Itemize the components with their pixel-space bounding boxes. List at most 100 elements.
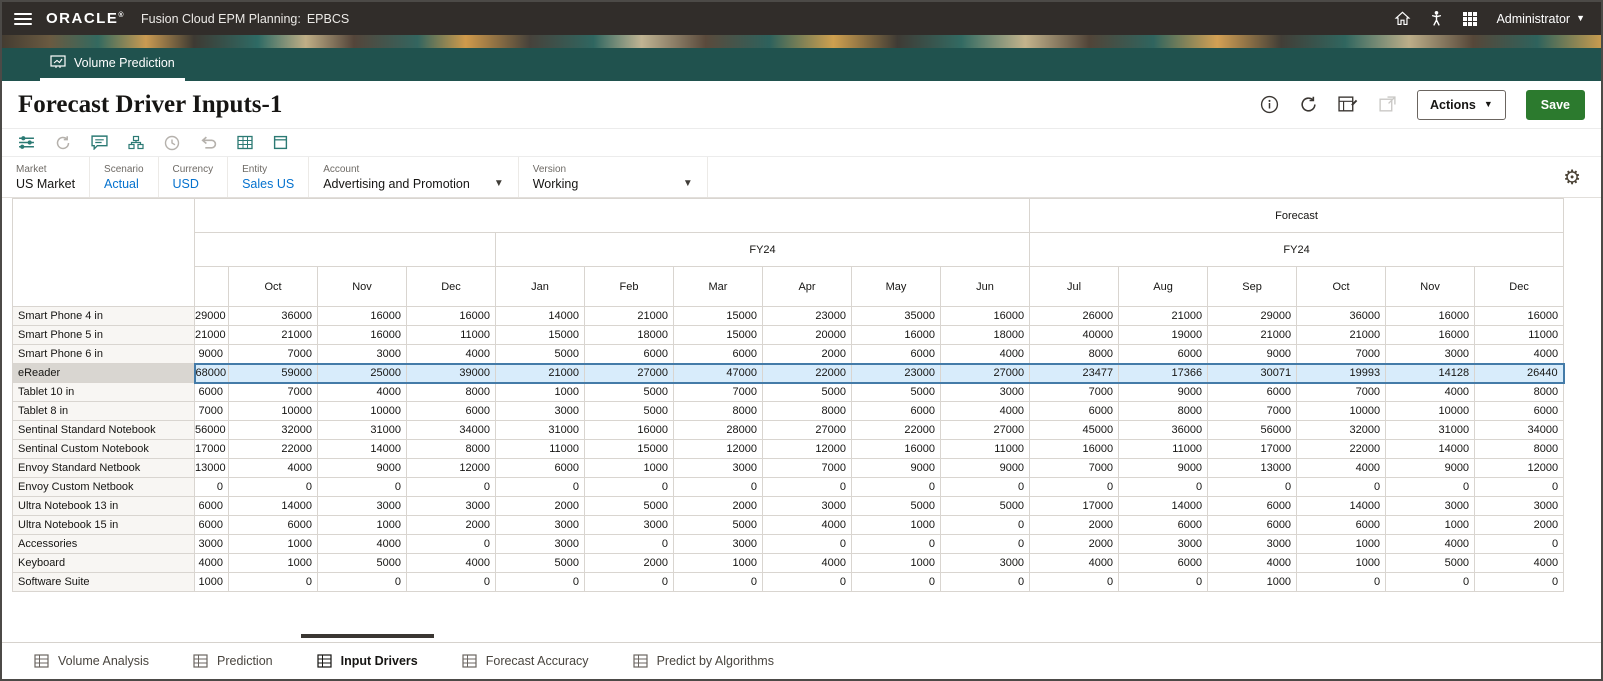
data-cell[interactable]: 20000 [762, 325, 852, 345]
data-cell[interactable]: 6000 [194, 382, 229, 402]
pov-member-value[interactable]: Actual [104, 176, 139, 191]
undo-icon[interactable] [200, 136, 217, 150]
data-cell[interactable]: 0 [673, 477, 763, 497]
data-cell[interactable]: 27000 [762, 420, 852, 440]
data-cell[interactable]: 0 [1385, 477, 1476, 497]
data-cell[interactable]: 21000 [194, 325, 229, 345]
data-cell[interactable]: 28000 [673, 420, 763, 440]
pov-member-value[interactable]: US Market [16, 176, 76, 191]
data-cell[interactable]: 0 [1118, 572, 1209, 592]
refresh-icon[interactable] [55, 135, 71, 151]
data-cell[interactable]: 5000 [851, 496, 941, 516]
data-cell[interactable]: 2000 [584, 553, 674, 573]
data-cell[interactable]: 13000 [194, 458, 229, 478]
data-cell[interactable]: 7000 [1207, 401, 1298, 421]
data-cell[interactable]: 32000 [1296, 420, 1387, 440]
data-cell[interactable]: 15000 [673, 325, 763, 345]
data-cell[interactable]: 16000 [1474, 306, 1565, 326]
comment-icon[interactable] [91, 135, 108, 150]
refresh-icon[interactable] [1299, 95, 1318, 114]
data-cell[interactable]: 16000 [851, 439, 941, 459]
data-cell[interactable]: 0 [851, 572, 941, 592]
row-header[interactable]: Envoy Custom Netbook [12, 477, 195, 497]
month-header-8[interactable]: Jun [939, 266, 1031, 307]
data-cell[interactable]: 0 [1296, 477, 1387, 497]
row-header[interactable]: Ultra Notebook 13 in [12, 496, 195, 516]
data-cell[interactable]: 14000 [317, 439, 407, 459]
data-cell[interactable]: 2000 [406, 515, 496, 535]
data-cell[interactable]: 4000 [1385, 534, 1476, 554]
data-cell[interactable]: 3000 [1207, 534, 1298, 554]
data-cell[interactable]: 31000 [1385, 420, 1476, 440]
data-cell[interactable]: 4000 [317, 382, 407, 402]
data-cell[interactable]: 0 [1474, 572, 1565, 592]
data-cell[interactable]: 26000 [1029, 306, 1120, 326]
data-cell[interactable]: 1000 [495, 382, 585, 402]
data-cell[interactable]: 10000 [1385, 401, 1476, 421]
data-cell[interactable]: 1000 [851, 515, 941, 535]
form-edit-icon[interactable] [1338, 95, 1358, 114]
data-cell[interactable]: 2000 [1474, 515, 1565, 535]
data-cell[interactable]: 5000 [495, 344, 585, 364]
data-cell[interactable]: 1000 [1385, 515, 1476, 535]
data-cell[interactable]: 8000 [762, 401, 852, 421]
waffle-grid-icon[interactable] [1462, 11, 1478, 27]
detach-icon[interactable] [1378, 95, 1397, 114]
data-cell[interactable]: 9000 [194, 344, 229, 364]
data-cell[interactable]: 18000 [584, 325, 674, 345]
data-cell[interactable]: 4000 [762, 553, 852, 573]
tab-prediction[interactable]: Prediction [171, 643, 295, 679]
month-header-2[interactable]: Dec [406, 266, 496, 307]
grid-icon[interactable] [237, 135, 253, 150]
data-cell[interactable]: 5000 [939, 496, 1031, 516]
data-cell[interactable]: 22000 [851, 420, 941, 440]
data-cell[interactable]: 4000 [1207, 553, 1298, 573]
data-cell[interactable]: 7000 [1296, 344, 1387, 364]
data-cell[interactable]: 47000 [673, 362, 763, 384]
data-cell[interactable]: 3000 [495, 534, 585, 554]
data-cell[interactable]: 4000 [939, 401, 1031, 421]
data-cell[interactable]: 7000 [762, 458, 852, 478]
month-header-4[interactable]: Feb [584, 266, 674, 307]
data-cell[interactable]: 2000 [495, 496, 585, 516]
data-cell[interactable]: 6000 [495, 458, 585, 478]
data-cell[interactable]: 3000 [673, 458, 763, 478]
data-cell[interactable]: 0 [1118, 477, 1209, 497]
data-cell[interactable]: 0 [939, 515, 1031, 535]
data-cell[interactable]: 22000 [762, 362, 852, 384]
data-cell[interactable]: 1000 [1207, 572, 1298, 592]
data-cell[interactable]: 6000 [228, 515, 318, 535]
data-cell[interactable]: 0 [1029, 572, 1120, 592]
year-header-1[interactable]: FY24 [1029, 232, 1565, 267]
month-header-3[interactable]: Jan [495, 266, 585, 307]
data-cell[interactable]: 34000 [1474, 420, 1565, 440]
row-header[interactable]: Accessories [12, 534, 195, 554]
data-cell[interactable]: 21000 [1207, 325, 1298, 345]
data-cell[interactable]: 27000 [584, 362, 674, 384]
data-cell[interactable]: 6000 [1207, 515, 1298, 535]
data-cell[interactable]: 14000 [495, 306, 585, 326]
data-cell[interactable]: 3000 [762, 496, 852, 516]
data-cell[interactable]: 4000 [406, 344, 496, 364]
data-cell[interactable]: 6000 [1118, 515, 1209, 535]
data-cell[interactable]: 7000 [1029, 382, 1120, 402]
data-cell[interactable]: 5000 [584, 496, 674, 516]
data-cell[interactable]: 9000 [1118, 382, 1209, 402]
accessibility-icon[interactable] [1429, 10, 1444, 27]
data-cell[interactable]: 16000 [1385, 325, 1476, 345]
hierarchy-icon[interactable] [128, 135, 144, 150]
year-header-0[interactable]: FY24 [494, 232, 1031, 267]
data-cell[interactable]: 2000 [673, 496, 763, 516]
data-cell[interactable]: 7000 [228, 382, 318, 402]
data-cell[interactable]: 8000 [406, 439, 496, 459]
data-cell[interactable]: 4000 [762, 515, 852, 535]
data-cell[interactable]: 17366 [1118, 362, 1209, 384]
data-cell[interactable]: 6000 [851, 344, 941, 364]
filter-sliders-icon[interactable] [18, 135, 35, 150]
row-header[interactable]: Tablet 8 in [12, 401, 195, 421]
data-cell[interactable]: 16000 [1385, 306, 1476, 326]
data-cell[interactable]: 8000 [1029, 344, 1120, 364]
data-cell[interactable]: 0 [1474, 477, 1565, 497]
data-cell[interactable]: 5000 [584, 401, 674, 421]
pov-member-account[interactable]: Account Advertising and Promotion ▼ [309, 157, 519, 197]
